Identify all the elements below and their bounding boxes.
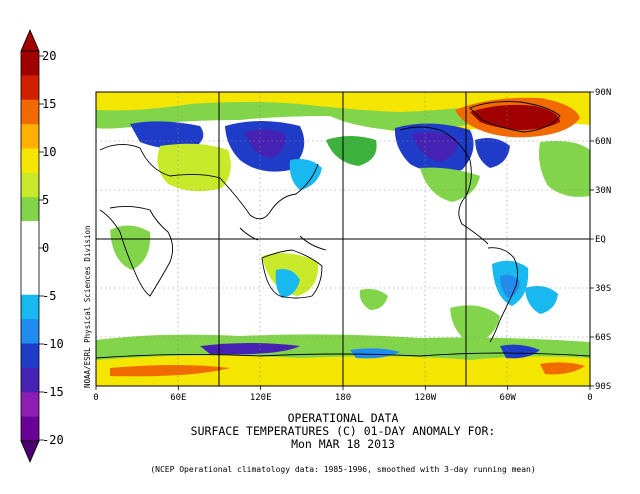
southern-ocean-cold-2	[350, 348, 400, 359]
colorbar-label: 20	[42, 49, 56, 63]
x-tick-label: 120E	[250, 393, 272, 403]
title-line-1: OPERATIONAL DATA	[288, 411, 399, 425]
colorbar-band	[21, 392, 39, 418]
north-america-cold-core	[412, 132, 458, 162]
colorbar-band	[21, 124, 39, 149]
us-green	[420, 167, 480, 202]
colorbar-band	[21, 319, 39, 344]
atlantic-green	[539, 141, 590, 197]
colorbar-bottom-arrow	[20, 440, 40, 464]
colorbar-band	[21, 51, 39, 76]
y-axis-ticks: 90N 60N 30N EQ 30S 60S 90S	[590, 88, 611, 392]
colorbar-label: 0	[42, 241, 49, 255]
x-tick-label: 120W	[414, 393, 436, 403]
y-tick-label: 30S	[595, 284, 611, 294]
y-tick-label: 60N	[595, 137, 611, 147]
x-axis-ticks: 0 60E 120E 180 120W 60W 0	[93, 386, 593, 403]
graticule	[96, 92, 590, 386]
colorbar-band	[21, 172, 39, 198]
colorbar-band	[21, 148, 39, 174]
y-tick-label: 60S	[595, 333, 611, 343]
colorbar-label: -5	[42, 289, 56, 303]
colorbar-label: -20	[42, 433, 64, 447]
south-america-cold-core	[500, 274, 520, 298]
west-siberia-cold	[130, 121, 204, 150]
colorbar-label: -15	[42, 385, 64, 399]
colorbar-label: 15	[42, 97, 56, 111]
y-tick-label: EQ	[595, 235, 606, 245]
colorbar-band	[21, 270, 39, 296]
southern-ocean-cold	[200, 343, 300, 355]
colorbar-band	[21, 75, 39, 101]
title-line-2: SURFACE TEMPERATURES (C) 01-DAY ANOMALY …	[191, 424, 496, 438]
x-tick-label: 0	[93, 393, 98, 403]
anomaly-map: 0 60E 120E 180 120W 60W 0 90N 60N 30N EQ 30S 60S 90S	[93, 88, 611, 403]
patagonia-green	[450, 305, 500, 344]
antarctic-warm-core-2	[540, 362, 585, 375]
x-tick-label: 0	[587, 393, 592, 403]
australia-cold	[275, 269, 300, 298]
colorbar-band	[21, 367, 39, 393]
x-tick-label: 180	[335, 393, 351, 403]
colorbar-white-zone	[21, 221, 39, 269]
coastlines	[95, 101, 591, 359]
footnote: (NCEP Operational climatology data: 1985…	[150, 465, 535, 474]
colorbar-band	[21, 294, 39, 320]
colorbar-band	[21, 197, 39, 223]
north-pacific-green	[326, 136, 377, 166]
colorbar-band	[21, 343, 39, 369]
colorbar-top-arrow	[20, 28, 40, 52]
weddell-cold	[500, 344, 540, 359]
map-grid	[96, 92, 590, 386]
africa-green	[110, 225, 151, 270]
y-tick-label: 90N	[595, 88, 611, 98]
colorbar-band	[21, 99, 39, 125]
figure-title: OPERATIONAL DATA SURFACE TEMPERATURES (C…	[191, 411, 496, 451]
antarctic-warm-core	[110, 365, 230, 377]
south-atlantic-cold	[525, 286, 558, 314]
y-tick-label: 90S	[595, 382, 611, 392]
colorbar-label: 10	[42, 145, 56, 159]
side-credit-label: NOAA/ESRL Physical Sciences Division	[83, 225, 92, 388]
east-asia-cold	[289, 159, 322, 190]
colorbar-label: 5	[42, 193, 49, 207]
y-tick-label: 30N	[595, 186, 611, 196]
east-canada-cold	[475, 138, 510, 168]
colorbar-label: -10	[42, 337, 64, 351]
south-pacific-green	[359, 288, 388, 310]
x-tick-label: 60E	[170, 393, 186, 403]
colorbar: 20 15 10 5 0 -5 -10 -15 -20	[20, 28, 64, 464]
x-tick-label: 60W	[500, 393, 517, 403]
title-line-3: Mon MAR 18 2013	[291, 437, 395, 451]
colorbar-band	[21, 416, 39, 442]
china-warm	[157, 143, 231, 192]
east-siberia-cold	[245, 129, 286, 158]
